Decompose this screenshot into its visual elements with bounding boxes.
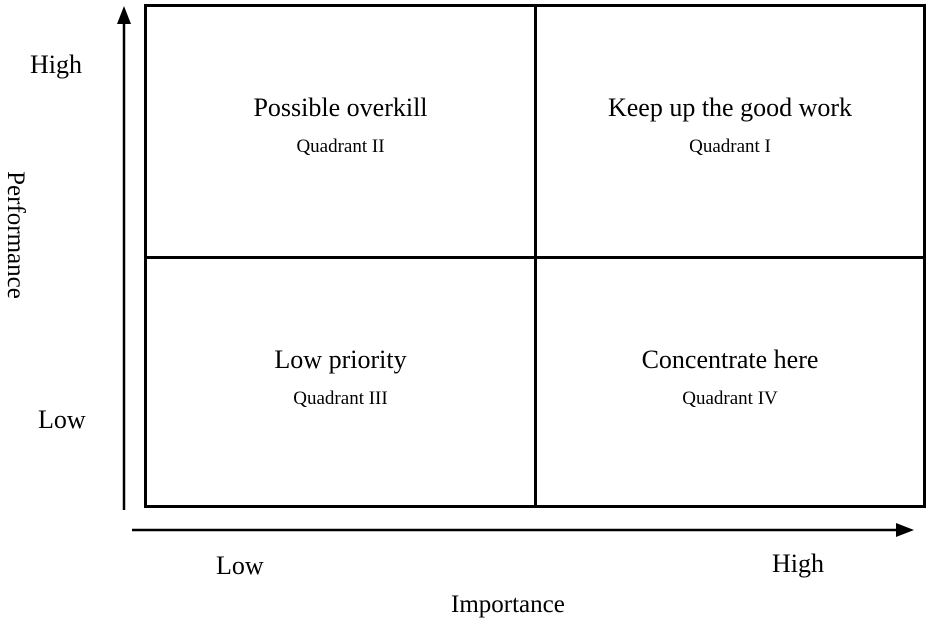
- quadrant-title: Low priority: [274, 345, 407, 374]
- quadrant-title: Keep up the good work: [607, 93, 853, 122]
- quadrant-top-right: Keep up the good work Quadrant I: [537, 7, 923, 259]
- x-axis-low-label: Low: [216, 551, 264, 580]
- y-axis-title: Performance: [2, 171, 29, 299]
- quadrant-title: Possible overkill: [253, 93, 428, 122]
- quadrant-subtitle: Quadrant III: [293, 388, 388, 409]
- x-axis-arrowhead: [896, 523, 914, 537]
- quadrant-grid: Possible overkill Quadrant II Keep up th…: [144, 4, 926, 508]
- y-axis-high-label: High: [30, 50, 82, 79]
- x-axis-high-label: High: [772, 549, 824, 578]
- quadrant-top-left: Possible overkill Quadrant II: [147, 7, 537, 259]
- x-axis-title: Importance: [451, 591, 565, 618]
- quadrant-title: Concentrate here: [641, 345, 819, 374]
- y-axis-arrowhead: [117, 6, 131, 24]
- quadrant-subtitle: Quadrant II: [296, 136, 385, 157]
- y-axis-low-label: Low: [38, 405, 86, 434]
- quadrant-bottom-left: Low priority Quadrant III: [147, 259, 537, 505]
- quadrant-subtitle: Quadrant I: [689, 136, 771, 157]
- quadrant-bottom-right: Concentrate here Quadrant IV: [537, 259, 923, 505]
- quadrant-subtitle: Quadrant IV: [682, 388, 778, 409]
